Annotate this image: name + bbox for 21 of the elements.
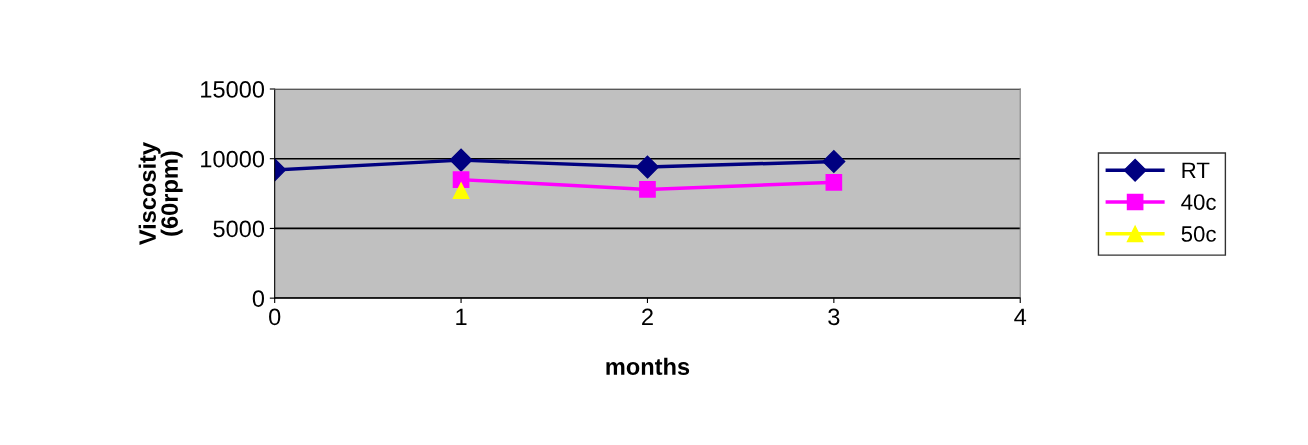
y-tick-label: 10000	[201, 150, 265, 168]
x-tick-label: 0	[269, 308, 281, 326]
x-tick-label: 3	[828, 308, 840, 326]
point	[635, 155, 659, 179]
point	[822, 150, 846, 174]
legend-label: RT	[1182, 162, 1210, 178]
y-tick-label: 15000	[201, 81, 265, 98]
y-tick-label: 0	[252, 290, 265, 307]
point	[825, 174, 843, 191]
x-tick-label: 2	[642, 308, 653, 325]
legend-label: 50c	[1181, 226, 1216, 242]
point	[452, 171, 470, 188]
legend-label: 40c	[1181, 194, 1216, 210]
x-tick-label: 4	[1014, 308, 1027, 325]
x-axis-title: months	[606, 357, 690, 375]
x-tick-label: 1	[456, 308, 467, 325]
point	[639, 181, 656, 198]
point	[452, 182, 470, 200]
point	[449, 148, 473, 172]
y-tick-label: 5000	[213, 220, 265, 238]
y-axis-title: Viscosity (60rpm)	[138, 142, 183, 246]
